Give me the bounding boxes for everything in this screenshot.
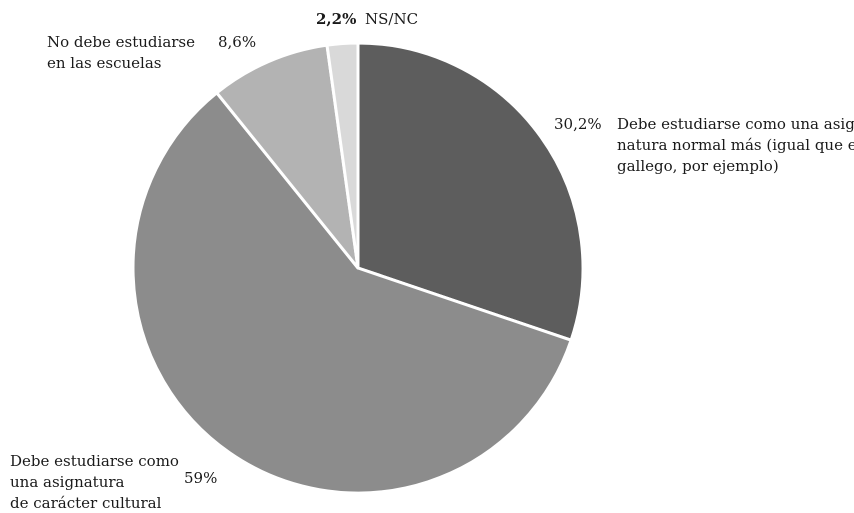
pie-slice-debe-estudiarse-cultural [131,91,573,495]
slice-value-label-no-debe-estudiarse: 8,6% [218,33,257,51]
pie-slice-no-debe-estudiarse [215,43,360,270]
slice-label-ns-nc: NS/NC [365,10,419,28]
slice-label-line: Debe estudiarse como [10,452,179,470]
slice-label-line: en las escuelas [47,54,162,72]
slice-value-label-debe-estudiarse-normal: 30,2% [554,115,602,133]
slice-label-line: una asignatura [10,473,125,491]
slice-value-label-debe-estudiarse-cultural: 59% [184,469,218,487]
slice-label-line: natura normal más (igual que el [617,136,854,154]
slice-label-debe-estudiarse-normal: Debe estudiarse como una asig- natura no… [617,114,854,177]
slice-label-line: No debe estudiarse [47,33,196,51]
slice-value-label-ns-nc: 2,2% [316,10,357,28]
slice-label-line: de carácter cultural [10,494,162,512]
slice-label-no-debe-estudiarse: No debe estudiarse en las escuelas [47,32,195,74]
slice-label-line: Debe estudiarse como una asig- [617,115,854,133]
pie-slice-ns-nc [325,41,360,270]
pie-slice-debe-estudiarse-normal [356,41,585,342]
slice-label-line: gallego, por ejemplo) [617,157,779,175]
slice-label-debe-estudiarse-cultural: Debe estudiarse como una asignatura de c… [10,451,179,513]
